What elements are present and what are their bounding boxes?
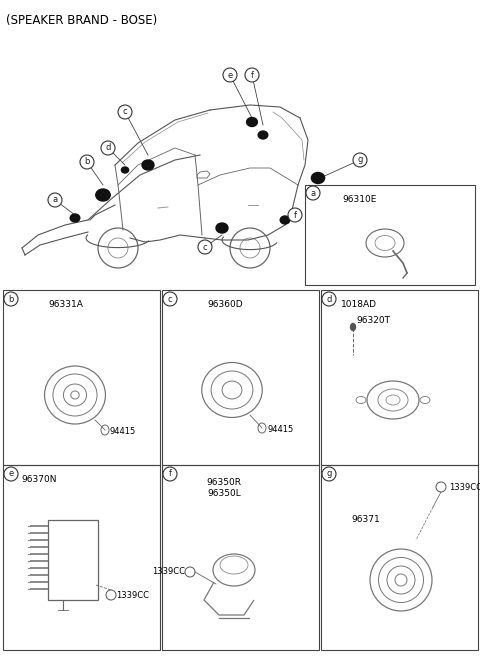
Text: d: d <box>326 295 332 304</box>
Text: c: c <box>203 243 207 251</box>
Text: c: c <box>168 295 172 304</box>
Text: 96360D: 96360D <box>207 300 242 309</box>
Ellipse shape <box>216 223 228 233</box>
Text: e: e <box>8 470 13 478</box>
Ellipse shape <box>142 160 154 170</box>
Text: 96310E: 96310E <box>343 195 377 204</box>
Text: b: b <box>8 295 14 304</box>
Bar <box>3 290 160 465</box>
Text: 1339CC: 1339CC <box>449 483 480 491</box>
Text: a: a <box>52 195 58 205</box>
Bar <box>3 465 160 650</box>
Text: a: a <box>311 188 315 197</box>
Text: f: f <box>251 70 253 79</box>
Text: d: d <box>105 144 111 152</box>
Bar <box>305 185 475 285</box>
Text: g: g <box>357 155 363 165</box>
Circle shape <box>80 155 94 169</box>
Text: f: f <box>293 211 297 220</box>
Ellipse shape <box>247 117 257 127</box>
Ellipse shape <box>312 173 324 184</box>
Circle shape <box>101 141 115 155</box>
Text: 96370N: 96370N <box>21 475 57 484</box>
Circle shape <box>245 68 259 82</box>
Bar <box>321 465 478 650</box>
Text: 1339CC: 1339CC <box>152 567 185 577</box>
Circle shape <box>163 292 177 306</box>
Ellipse shape <box>350 323 356 331</box>
Text: 1339CC: 1339CC <box>116 590 149 600</box>
Circle shape <box>4 467 18 481</box>
Text: 94415: 94415 <box>267 426 293 434</box>
Ellipse shape <box>96 189 110 201</box>
Circle shape <box>198 240 212 254</box>
Bar <box>162 290 319 465</box>
Text: 94415: 94415 <box>110 428 136 436</box>
Ellipse shape <box>280 216 290 224</box>
Bar <box>321 290 478 465</box>
Text: e: e <box>228 70 233 79</box>
Circle shape <box>306 186 320 200</box>
Text: c: c <box>123 108 127 117</box>
Text: 96350L: 96350L <box>207 489 241 498</box>
Bar <box>48 520 98 600</box>
Text: b: b <box>84 157 90 167</box>
Text: (SPEAKER BRAND - BOSE): (SPEAKER BRAND - BOSE) <box>6 14 157 27</box>
Circle shape <box>48 193 62 207</box>
Text: f: f <box>168 470 171 478</box>
Ellipse shape <box>258 131 268 139</box>
Text: 96320T: 96320T <box>356 316 390 325</box>
Circle shape <box>4 292 18 306</box>
Ellipse shape <box>70 214 80 222</box>
Text: 1018AD: 1018AD <box>341 300 377 309</box>
Circle shape <box>118 105 132 119</box>
Circle shape <box>288 208 302 222</box>
Circle shape <box>223 68 237 82</box>
Circle shape <box>163 467 177 481</box>
Circle shape <box>353 153 367 167</box>
Circle shape <box>322 467 336 481</box>
Bar <box>162 465 319 650</box>
Text: 96371: 96371 <box>351 515 380 524</box>
Text: g: g <box>326 470 332 478</box>
Text: 96350R: 96350R <box>206 478 241 487</box>
Ellipse shape <box>121 167 129 173</box>
Text: 96331A: 96331A <box>48 300 83 309</box>
Circle shape <box>322 292 336 306</box>
